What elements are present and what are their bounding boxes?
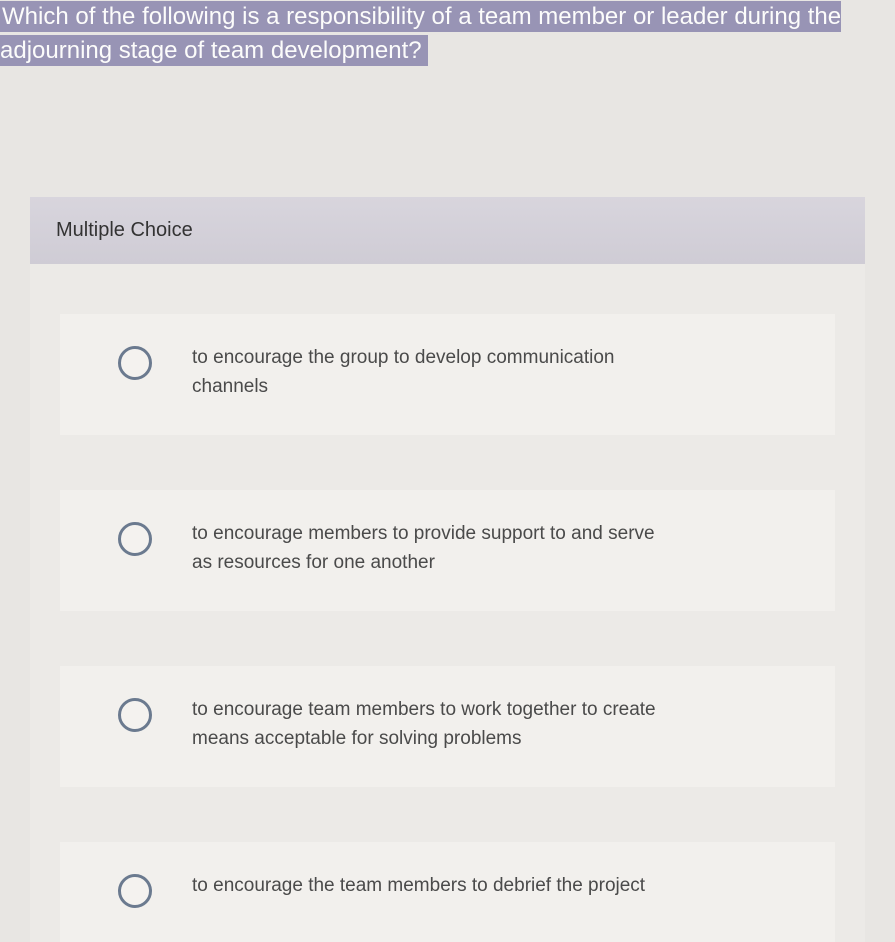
radio-icon[interactable] xyxy=(118,346,152,380)
multiple-choice-label: Multiple Choice xyxy=(30,197,865,264)
option-text: to encourage members to provide support … xyxy=(192,520,662,577)
question-text: Which of the following is a responsibili… xyxy=(0,1,841,66)
option-text: to encourage the group to develop commun… xyxy=(192,344,662,401)
option-text: to encourage the team members to debrief… xyxy=(192,872,645,901)
option-text: to encourage team members to work togeth… xyxy=(192,696,662,753)
radio-icon[interactable] xyxy=(118,698,152,732)
option-row[interactable]: to encourage team members to work togeth… xyxy=(60,666,835,787)
options-list: to encourage the group to develop commun… xyxy=(30,264,865,942)
option-row[interactable]: to encourage the group to develop commun… xyxy=(60,314,835,435)
option-row[interactable]: to encourage the team members to debrief… xyxy=(60,842,835,942)
option-row[interactable]: to encourage members to provide support … xyxy=(60,490,835,611)
radio-icon[interactable] xyxy=(118,522,152,556)
radio-icon[interactable] xyxy=(118,874,152,908)
question-container: Which of the following is a responsibili… xyxy=(0,0,895,97)
